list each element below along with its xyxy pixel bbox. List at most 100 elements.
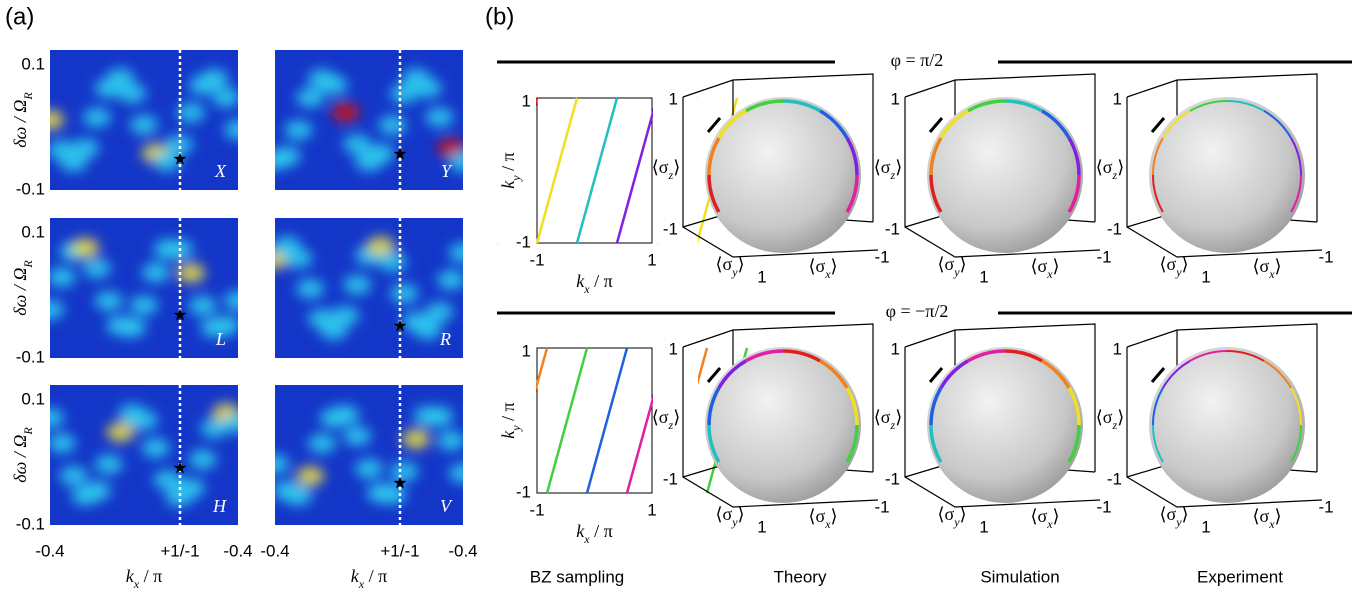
heatmap-blob <box>50 433 76 454</box>
trajectory <box>1152 424 1164 463</box>
z-axis-label: ⟨σz⟩ <box>1096 157 1124 182</box>
y-tick-label: 1 <box>979 267 988 286</box>
heatmap <box>50 385 238 525</box>
x-axis-label-part: ⟩ <box>831 256 838 276</box>
bz-line <box>535 97 579 244</box>
x-tick-label: -0.4 <box>260 541 289 560</box>
column-label: Simulation <box>980 567 1059 586</box>
y-tick-label: 1 <box>757 517 766 536</box>
y-axis-label-part: δω / Ω <box>10 435 30 483</box>
heatmap-blob <box>50 407 64 428</box>
trajectory <box>967 99 1006 113</box>
x-axis-label-part: k <box>576 271 585 291</box>
trajectory <box>717 109 747 139</box>
x-axis-label-part: x <box>824 267 831 281</box>
arrow <box>1150 117 1166 133</box>
x-tick-label: 1 <box>647 250 656 269</box>
arrow <box>706 367 722 383</box>
x-axis-label-part: ⟩ <box>1275 506 1282 526</box>
column-label: Theory <box>774 567 827 586</box>
trajectory <box>1162 110 1191 139</box>
y-axis-label: ky / π <box>498 402 523 438</box>
heatmap-blob <box>437 269 463 290</box>
x-tick-label: -1 <box>529 500 544 519</box>
y-axis-label: δω / ΩR <box>10 92 35 148</box>
trajectory <box>1290 174 1302 213</box>
axis-frame <box>1126 323 1318 472</box>
x-axis-label-part: ⟨σ <box>1252 256 1269 276</box>
y-axis-label: δω / ΩR <box>10 427 35 483</box>
y-axis-label-part: y <box>731 515 738 529</box>
z-axis-label: ⟨σz⟩ <box>874 407 902 432</box>
y-axis-label-part: y <box>509 425 523 432</box>
trajectory <box>845 174 859 213</box>
heatmap-blob <box>449 151 463 172</box>
axis-frame <box>1126 97 1323 258</box>
y-axis-label-part: R <box>21 427 35 436</box>
trajectory <box>929 137 943 176</box>
y-tick-label: -0.1 <box>16 514 45 533</box>
y-axis-label-part: ⟨σ <box>1159 254 1176 274</box>
x-axis-label: ⟨σx⟩ <box>1252 256 1281 281</box>
arrow <box>1150 367 1166 383</box>
heatmap-blob <box>141 438 170 459</box>
trajectory <box>707 137 721 176</box>
heatmap-blob <box>425 301 454 322</box>
heatmap-blob <box>275 454 289 475</box>
heatmap-blob <box>212 87 238 108</box>
bz-line <box>585 347 629 494</box>
x-axis-label-part: x <box>1046 267 1053 281</box>
x-tick-label: -0.4 <box>448 541 477 560</box>
x-axis-label-part: ⟩ <box>1275 256 1282 276</box>
z-axis-label: ⟨σz⟩ <box>874 157 902 182</box>
trajectory <box>939 109 969 139</box>
z-tick-label: 1 <box>1113 89 1122 108</box>
heatmap-blob <box>224 290 238 311</box>
trajectory <box>845 137 859 176</box>
x-axis-label-part: x <box>1268 267 1275 281</box>
star: ★ <box>172 458 187 477</box>
heatmap-blob <box>130 295 158 316</box>
axis-frame <box>904 73 1096 222</box>
z-tick-label: -1 <box>1107 219 1122 238</box>
x-axis-label-part: x <box>824 517 831 531</box>
heatmap-blob <box>390 83 419 104</box>
axis-frame <box>682 323 874 472</box>
heatmap-blob <box>343 134 372 155</box>
y-axis-label-part: ⟨σ <box>715 254 732 274</box>
y-axis-label-part: y <box>1175 265 1182 279</box>
x-tick-label: -1 <box>1096 247 1111 266</box>
axis-frame <box>904 347 1101 508</box>
heatmap-blob <box>296 466 325 487</box>
heatmap-blob <box>296 278 325 299</box>
bloch-sphere <box>1149 347 1305 503</box>
y-axis-label: ⟨σy⟩ <box>715 254 744 279</box>
heatmap-blob <box>331 102 360 123</box>
x-axis-label-part: ⟨σ <box>808 506 825 526</box>
x-tick-label: -0.4 <box>223 541 252 560</box>
x-tick-label: -1 <box>874 247 889 266</box>
z-tick-label: 1 <box>669 339 678 358</box>
heatmap-blob <box>106 68 135 89</box>
z-tick-label: -1 <box>663 469 678 488</box>
trajectory <box>819 359 849 389</box>
x-tick-label: -1 <box>529 250 544 269</box>
z-tick-label: -1 <box>885 469 900 488</box>
trajectory <box>745 99 784 113</box>
x-axis-label-part: x <box>583 532 590 546</box>
z-tick-label: 1 <box>669 89 678 108</box>
y-tick-label: 1 <box>522 341 531 360</box>
heatmap-blob <box>413 319 442 340</box>
panel-label: (b) <box>485 3 514 30</box>
y-axis-label-part: y <box>1175 515 1182 529</box>
z-tick-label: -1 <box>1107 469 1122 488</box>
y-axis-label: ⟨σy⟩ <box>1159 254 1188 279</box>
trajectory <box>1290 137 1302 176</box>
y-axis-label-part: ⟨σ <box>715 504 732 524</box>
x-tick-label: -1 <box>874 497 889 516</box>
x-tick-label: -0.4 <box>35 541 64 560</box>
trajectory <box>1263 110 1292 139</box>
x-tick-label: -1 <box>1318 247 1333 266</box>
heatmap-blob <box>50 110 64 130</box>
